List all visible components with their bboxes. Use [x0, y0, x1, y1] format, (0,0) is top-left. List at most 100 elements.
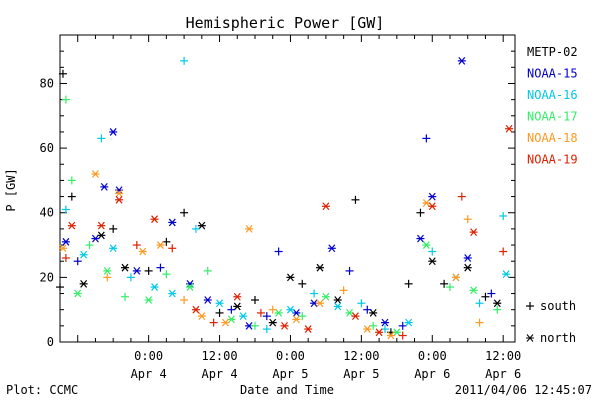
north-star-marker	[97, 221, 106, 230]
south-plus-marker	[180, 208, 189, 217]
north-star-marker	[386, 331, 395, 340]
south-plus-marker	[132, 241, 141, 250]
south-plus-marker	[97, 134, 106, 143]
north-star-marker	[67, 221, 76, 230]
south-plus-marker	[227, 305, 236, 314]
north-star-marker	[103, 267, 112, 275]
north-star-marker	[150, 215, 159, 224]
north-star-marker	[233, 292, 242, 301]
north-star-marker	[493, 299, 502, 308]
south-plus-marker	[156, 263, 165, 272]
north-star-marker	[274, 309, 283, 317]
y-axis-label: P [GW]	[4, 168, 18, 211]
south-plus-marker	[422, 134, 431, 143]
north-star-marker	[156, 241, 165, 249]
north-star-marker	[369, 309, 378, 317]
north-star-marker	[428, 202, 437, 211]
north-star-marker	[469, 286, 478, 295]
north-star-marker	[321, 202, 330, 211]
legend-entry: NOAA-17	[527, 110, 578, 124]
south-plus-marker	[209, 318, 218, 327]
south-plus-marker	[310, 289, 319, 298]
south-plus-marker	[126, 273, 135, 282]
chart-title: Hemispheric Power [GW]	[186, 14, 385, 32]
north-star-marker	[333, 296, 342, 304]
north-star-marker	[168, 218, 177, 227]
south-plus-marker	[251, 295, 259, 304]
south-plus-marker	[215, 308, 224, 317]
north-star-marker	[292, 315, 301, 324]
x-tick-label-time: 0:00	[418, 349, 447, 363]
x-tick-label-time: 12:00	[343, 349, 379, 363]
north-star-marker	[286, 305, 295, 314]
x-tick-label-date: Apr 4	[201, 367, 237, 381]
south-plus-marker	[398, 331, 407, 340]
south-plus-marker	[499, 211, 508, 220]
marker-legend-label: north	[540, 331, 576, 345]
north-star-marker	[132, 267, 141, 275]
north-star-marker	[215, 299, 224, 308]
north-star-marker	[109, 244, 118, 253]
south-plus-marker	[416, 208, 425, 217]
south-plus-marker	[67, 176, 76, 185]
north-star-marker	[469, 228, 478, 237]
north-star-marker	[150, 283, 159, 291]
y-tick-label: 0	[47, 335, 54, 349]
south-plus-marker	[85, 241, 94, 250]
north-star-marker	[404, 318, 413, 327]
south-plus-marker	[109, 224, 118, 233]
south-plus-marker	[56, 283, 64, 292]
south-plus-marker	[73, 257, 82, 266]
footer-plot-credit: Plot: CCMC	[6, 383, 78, 397]
north-star-marker	[381, 318, 389, 327]
south-plus-marker	[463, 215, 472, 224]
south-plus-marker	[180, 295, 189, 304]
legend-entry: NOAA-19	[527, 153, 578, 167]
north-star-marker	[73, 289, 82, 298]
south-plus-marker	[274, 247, 283, 256]
north-star-marker	[197, 221, 206, 230]
north-star-marker	[91, 234, 100, 243]
marker-legend-label: south	[540, 299, 576, 313]
south-plus-marker	[262, 325, 271, 334]
south-plus-marker	[345, 266, 354, 275]
south-plus-marker	[251, 321, 259, 330]
x-axis-label: Date and Time	[240, 383, 334, 397]
north-star-marker	[144, 296, 153, 304]
south-plus-marker	[168, 244, 177, 253]
x-tick-label-time: 12:00	[201, 349, 237, 363]
south-plus-marker	[493, 305, 502, 314]
x-tick-label-date: Apr 6	[485, 367, 521, 381]
north-star-marker	[58, 244, 67, 253]
north-star-marker	[239, 312, 248, 321]
south-plus-marker	[191, 224, 200, 233]
north-star-marker	[321, 292, 330, 301]
south-plus-marker	[298, 279, 307, 288]
x-tick-label-date: Apr 6	[414, 367, 450, 381]
x-tick-label-date: Apr 5	[343, 367, 379, 381]
legend-entry: METP-02	[527, 45, 578, 59]
north-star-marker	[463, 263, 472, 272]
marker-legend: south north	[526, 299, 576, 345]
plot-frame	[59, 34, 516, 343]
south-plus-marker	[162, 270, 171, 279]
legend-star-icon	[526, 334, 534, 342]
plot-area	[59, 34, 516, 343]
north-star-marker	[304, 325, 313, 333]
north-star-marker	[186, 283, 194, 291]
north-star-marker	[138, 247, 147, 256]
north-star-marker	[168, 289, 177, 298]
y-tick-label: 20	[40, 270, 54, 284]
north-star-marker	[191, 305, 200, 314]
north-star-marker	[375, 328, 384, 337]
north-star-marker	[286, 273, 295, 282]
series-legend: METP-02 NOAA-15 NOAA-16 NOAA-17 NOAA-18 NOAA-…	[527, 45, 578, 167]
x-tick-label-date: Apr 4	[131, 367, 167, 381]
x-tick-label-time: 12:00	[485, 349, 521, 363]
north-star-marker	[109, 128, 118, 136]
north-star-marker	[115, 195, 124, 204]
y-tick-label: 80	[40, 76, 54, 90]
south-plus-marker	[339, 286, 348, 295]
south-plus-marker	[487, 289, 496, 298]
